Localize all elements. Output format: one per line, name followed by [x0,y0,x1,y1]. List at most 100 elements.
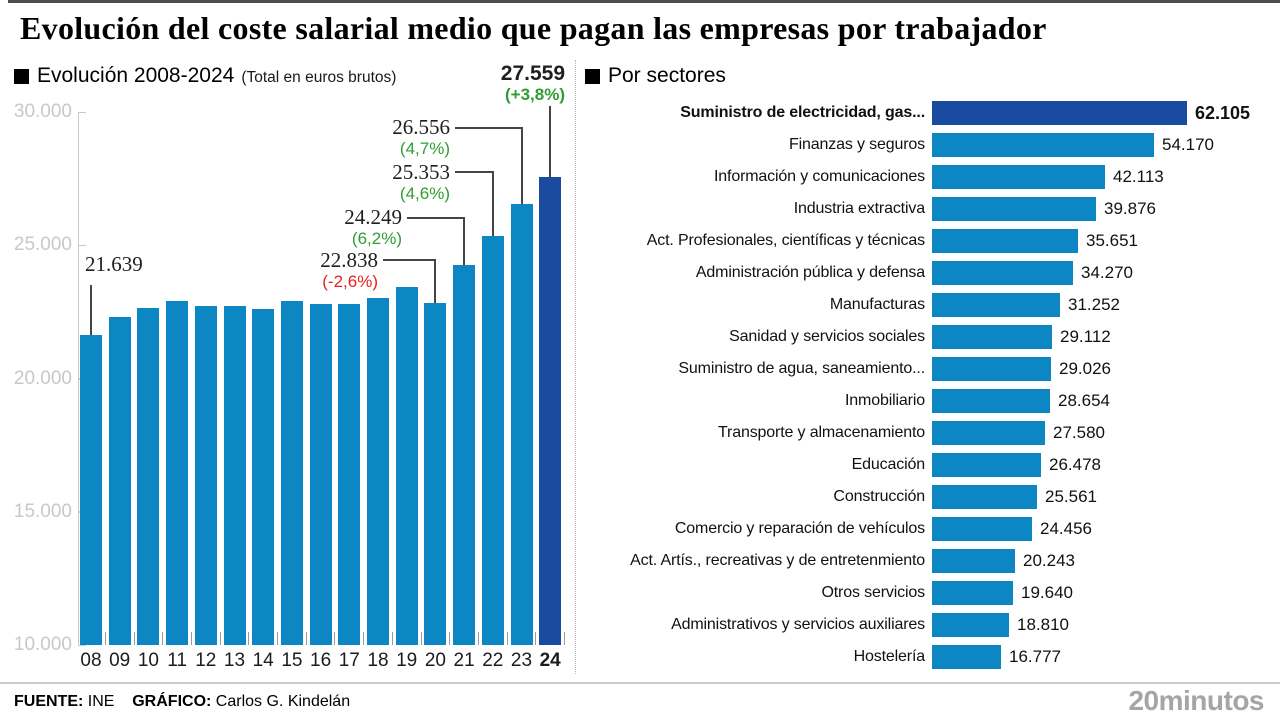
sector-row: Act. Artís., recreativas y de entretenmi… [585,545,1280,577]
annotation-20: 22.838 (-2,6%) [248,249,378,292]
annotation-leader-20 [383,259,437,303]
sector-label: Industria extractiva [793,200,925,217]
sector-label: Manufacturas [829,296,925,313]
evolution-bar-16 [309,303,332,645]
sector-row: Suministro de electricidad, gas... 62.105 [585,97,1280,129]
sector-bar [932,101,1187,125]
x-axis-label-08: 08 [80,650,102,671]
evolution-bar-10 [137,307,160,645]
sector-bar [932,613,1009,637]
sector-label: Act. Artís., recreativas y de entretenmi… [630,552,925,569]
annotation-percent-21: (6,2%) [351,229,402,248]
sector-label: Suministro de agua, saneamiento... [678,360,925,377]
y-axis-label: 25.000 [13,234,72,256]
x-axis-label-19: 19 [396,650,418,671]
x-axis-tick [133,632,135,645]
brand-minutos: minutos [1158,685,1265,716]
evolution-bar-22 [481,235,504,645]
sector-bar [932,389,1050,413]
sector-row: Administración pública y defensa 34.270 [585,257,1280,289]
sector-value: 35.651 [1086,231,1138,250]
x-axis-tick [190,632,192,645]
x-axis-tick [449,632,451,645]
sector-value: 28.654 [1058,391,1110,410]
x-axis-label-18: 18 [367,650,389,671]
sector-bar [932,357,1051,381]
sector-value: 54.170 [1162,135,1214,154]
x-axis-tick [334,632,336,645]
x-axis-tick [363,632,365,645]
x-axis-label-17: 17 [338,650,360,671]
sector-row: Construcción 25.561 [585,481,1280,513]
evolution-bar-21 [453,265,476,645]
y-axis-label: 10.000 [13,634,72,655]
annotation-value-22: 25.353 [392,160,450,184]
sector-row: Act. Profesionales, científicas y técnic… [585,225,1280,257]
sector-label: Otros servicios [821,584,925,601]
sector-value: 39.876 [1104,199,1156,218]
x-axis-tick [506,632,508,645]
y-axis-tick [78,111,86,113]
annotation-percent-24: (+3,8%) [505,85,565,104]
20minutos-logo: 20minutos [1128,685,1264,717]
x-axis-label-10: 10 [137,650,159,671]
evolution-bar-11 [166,301,189,645]
sector-bar [932,645,1001,669]
right-chart-header: Por sectores [585,64,726,88]
annotation-21: 24.249 (6,2%) [272,206,402,249]
sector-label: Construcción [833,488,925,505]
y-axis-label: 20.000 [13,367,72,389]
sector-row: Inmobiliario 28.654 [585,385,1280,417]
x-axis-label-13: 13 [223,650,246,671]
sector-label: Educación [851,456,926,473]
sector-value: 29.112 [1060,327,1111,346]
y-axis-tick [78,644,86,646]
x-axis-tick [420,632,422,645]
sector-value: 20.243 [1023,551,1075,570]
sector-label: Administración pública y defensa [695,264,925,281]
x-axis-tick [391,632,393,645]
annotation-23: 26.556 (4,7%) [320,116,450,159]
x-axis-label-11: 11 [167,650,187,671]
annotation-percent-22: (4,6%) [399,184,450,203]
footer-credits: FUENTE: INE GRÁFICO: Carlos G. Kindelán [14,693,350,711]
sector-row: Otros servicios 19.640 [585,577,1280,609]
x-axis-tick [564,632,565,645]
brand-20: 20 [1128,685,1159,716]
evolution-bar-12 [194,305,217,645]
sector-bar [932,197,1096,221]
x-axis-label-12: 12 [195,650,217,671]
sector-label: Inmobiliario [844,392,925,409]
annotation-value-08: 21.639 [85,252,143,276]
left-chart-title: Evolución 2008-2024 [37,64,235,87]
sector-bar [932,421,1045,445]
sector-value: 27.580 [1053,423,1105,442]
annotation-22: 25.353 (4,6%) [320,161,450,204]
x-axis-label-20: 20 [424,650,446,671]
y-axis-tick [78,244,86,247]
sector-row: Comercio y reparación de vehículos 24.456 [585,513,1280,545]
sector-bar [932,549,1015,573]
sector-row: Educación 26.478 [585,449,1280,481]
sector-bar [932,485,1037,509]
sector-value: 26.478 [1049,455,1101,474]
annotation-percent-23: (4,7%) [399,139,450,158]
sector-bar [932,229,1078,253]
annotation-leader-23 [455,127,523,204]
annotation-value-21: 24.249 [344,205,402,229]
x-axis-label-22: 22 [482,650,504,671]
left-chart-header: Evolución 2008-2024 (Total en euros brut… [14,64,396,88]
sector-label: Finanzas y seguros [788,136,925,153]
evolution-bar-08 [80,334,102,645]
sector-bar [932,517,1032,541]
sector-label: Suministro de electricidad, gas... [680,104,925,121]
sector-row: Transporte y almacenamiento 27.580 [585,417,1280,449]
x-axis-tick [219,632,221,645]
sector-label: Sanidad y servicios sociales [729,328,925,345]
evolution-bar-17 [338,303,361,645]
x-axis-tick [535,632,537,645]
sector-row: Administrativos y servicios auxiliares 18… [585,609,1280,641]
annotation-leader-08 [90,285,92,335]
evolution-bar-19 [395,286,418,645]
